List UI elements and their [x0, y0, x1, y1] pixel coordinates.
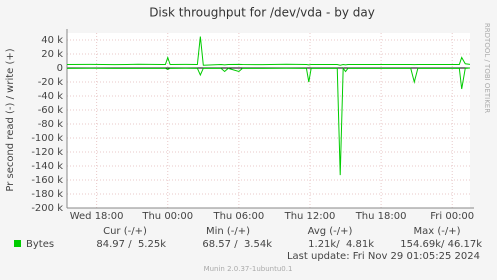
y-tick-label: -140 k — [31, 161, 63, 172]
plot-area — [67, 33, 470, 208]
stats-value: 1.21k/ 4.81k — [308, 239, 374, 250]
side-text: RRDTOOL / TOBI OETIKER — [483, 23, 491, 113]
last-update: Last update: Fri Nov 29 01:05:25 2024 — [287, 251, 480, 262]
y-tick-label: -60 k — [38, 105, 64, 116]
legend-label: Bytes — [26, 239, 54, 250]
legend-swatch — [14, 240, 21, 247]
y-tick-label: 40 k — [41, 35, 63, 46]
x-tick-label: Thu 00:00 — [141, 211, 193, 222]
stats-header: Max (-/+) — [413, 226, 460, 237]
y-tick-label: -160 k — [31, 175, 63, 186]
x-tick-label: Wed 18:00 — [70, 211, 124, 222]
y-tick-label: -200 k — [31, 203, 63, 214]
y-tick-label: -20 k — [38, 77, 64, 88]
y-tick-label: -100 k — [31, 133, 63, 144]
chart-title: Disk throughput for /dev/vda - by day — [149, 6, 375, 20]
x-tick-label: Thu 18:00 — [355, 211, 407, 222]
y-tick-label: -40 k — [38, 91, 64, 102]
stats-header: Cur (-/+) — [103, 226, 147, 237]
y-tick-label: -80 k — [38, 119, 64, 130]
y-tick-label: 0 — [57, 63, 63, 74]
series-line — [66, 36, 471, 66]
stats-header: Min (-/+) — [206, 226, 250, 237]
stats-value: 154.69k/ 46.17k — [400, 239, 482, 250]
y-tick-label: 20 k — [41, 49, 63, 60]
y-tick-label: -120 k — [31, 147, 63, 158]
series-line — [66, 66, 471, 176]
x-tick-label: Fri 00:00 — [430, 211, 474, 222]
y-axis-label: Pr second read (-) / write (+) — [5, 48, 16, 191]
footer: Munin 2.0.37-1ubuntu0.1 — [204, 265, 293, 273]
stats-value: 84.97 / 5.25k — [96, 239, 166, 250]
y-tick-label: -180 k — [31, 189, 63, 200]
stats-header: Avg (-/+) — [308, 226, 353, 237]
stats-value: 68.57 / 3.54k — [202, 239, 272, 250]
x-tick-label: Thu 12:00 — [284, 211, 336, 222]
x-tick-label: Thu 06:00 — [212, 211, 264, 222]
